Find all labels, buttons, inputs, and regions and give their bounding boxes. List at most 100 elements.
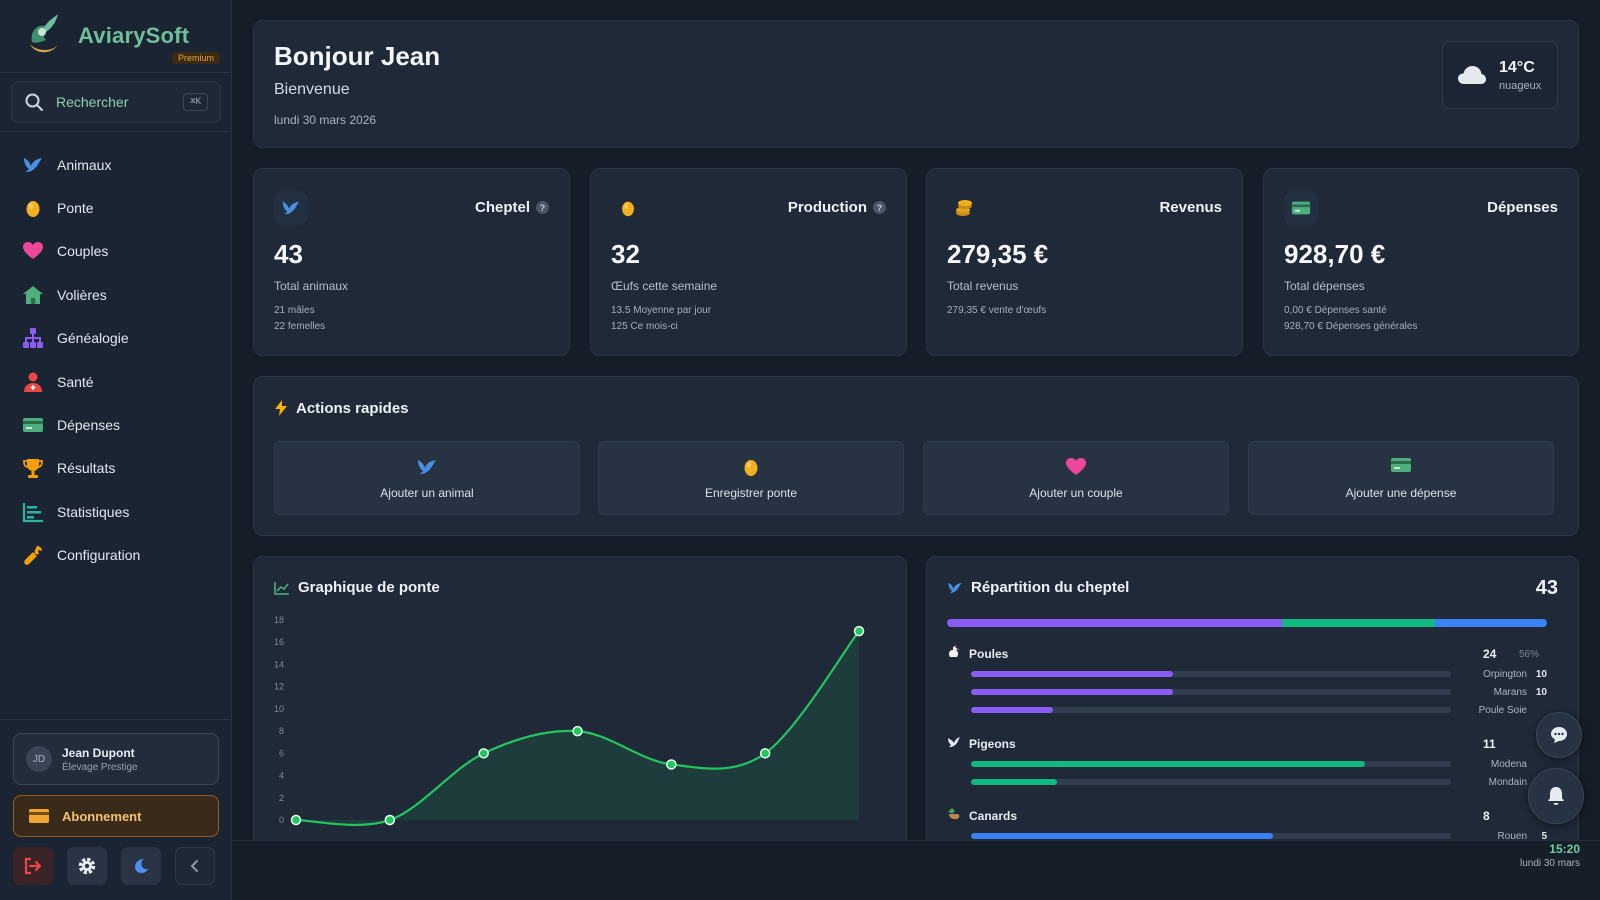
distribution-group[interactable]: Poules 24 56% [947, 644, 1547, 663]
sidebar-item-label: Ponte [57, 200, 94, 217]
subscription-button[interactable]: Abonnement [13, 795, 219, 837]
sidebar-item-label: Statistiques [57, 503, 130, 520]
card-icon [1390, 456, 1412, 479]
y-tick-label: 16 [274, 637, 284, 647]
stat-card-depenses[interactable]: Dépenses 928,70 € Total dépenses 0,00 € … [1263, 168, 1579, 356]
sidebar-item-depenses[interactable]: Dépenses [0, 403, 232, 446]
bird-logo-icon [30, 14, 58, 53]
health-icon [22, 371, 44, 393]
chevron-left-icon [190, 860, 198, 872]
distribution-panel: Répartition du cheptel 43 Poules 24 56% Orp… [926, 556, 1579, 876]
breed-count: 10 [1535, 686, 1547, 698]
welcome-panel: Bonjour Jean Bienvenue lundi 30 mars 202… [253, 20, 1579, 148]
notifications-button[interactable] [1528, 768, 1584, 824]
chart-point[interactable] [478, 748, 489, 759]
chart-point[interactable] [853, 625, 865, 637]
welcome-text: Bienvenue [274, 81, 350, 98]
breed-bar-fill [971, 833, 1274, 839]
breed-name: Marans [1493, 686, 1527, 698]
duck-icon [947, 807, 961, 826]
stat-label: Œufs cette semaine [611, 279, 718, 293]
sidebar-item-genealogie[interactable]: Généalogie [0, 317, 232, 360]
record-laying-button[interactable]: Enregistrer ponte [598, 441, 904, 515]
search-input[interactable]: Rechercher ⌘K [11, 81, 221, 123]
breed-name: Mondain [1488, 776, 1527, 788]
chart-point[interactable] [666, 759, 677, 770]
stat-card-revenus[interactable]: Revenus 279,35 € Total revenus 279,35 € … [926, 168, 1243, 356]
sidebar-item-configuration[interactable]: Configuration [0, 534, 232, 577]
logout-button[interactable] [13, 847, 53, 885]
stat-label: Total animaux [274, 279, 349, 293]
card-icon [29, 809, 49, 823]
user-card[interactable]: JD Jean Dupont Élevage Prestige [13, 733, 219, 785]
search-label: Rechercher [56, 94, 129, 110]
stat-title: Revenus [1159, 199, 1222, 216]
help-icon[interactable]: ? [536, 201, 549, 214]
sidebar-item-animaux[interactable]: Animaux [0, 143, 232, 186]
theme-toggle-button[interactable] [121, 847, 161, 885]
card-icon [22, 414, 44, 436]
stat-card-production[interactable]: Production? 32 Œufs cette semaine 13.5 M… [590, 168, 907, 356]
sidebar-item-label: Généalogie [57, 330, 129, 347]
tree-icon [22, 327, 44, 349]
collapse-sidebar-button[interactable] [175, 847, 215, 885]
sidebar-item-label: Dépenses [57, 417, 121, 434]
y-tick-label: 0 [279, 815, 284, 825]
egg-icon [740, 456, 762, 483]
stat-detail: 22 femelles [274, 321, 326, 332]
chart-point[interactable] [290, 814, 302, 826]
breed-name: Modena [1490, 758, 1527, 770]
breed-bar-track [971, 671, 1451, 677]
stat-value: 32 [611, 239, 640, 269]
distribution-title: Répartition du cheptel [971, 579, 1130, 596]
breed-row: Rouen 5 [971, 829, 1547, 843]
y-tick-label: 10 [274, 704, 284, 714]
laying-chart-panel: Graphique de ponte 0 2 4 6 8 10 12 14 16 18 [253, 556, 907, 876]
breed-bar-track [971, 707, 1451, 713]
group-percent: 56% [1519, 648, 1540, 660]
sidebar-item-couples[interactable]: Couples [0, 230, 232, 273]
breed-bar-fill [971, 689, 1173, 695]
help-icon[interactable]: ? [873, 201, 886, 214]
wrench-icon [22, 544, 44, 566]
lightning-icon [275, 400, 287, 416]
add-expense-button[interactable]: Ajouter une dépense [1248, 441, 1554, 515]
breed-count: 5 [1541, 830, 1547, 842]
chart-title: Graphique de ponte [298, 579, 440, 596]
sidebar-item-resultats[interactable]: Résultats [0, 447, 232, 490]
distribution-group[interactable]: Pigeons 11 [947, 735, 1547, 753]
chart-point[interactable] [384, 814, 396, 826]
trophy-icon [22, 457, 44, 479]
breed-count: 10 [1535, 668, 1547, 680]
sidebar-item-label: Animaux [57, 156, 112, 173]
page-title: Bonjour Jean [274, 41, 441, 71]
chat-button[interactable] [1536, 712, 1582, 758]
breed-name: Orpington [1483, 668, 1527, 680]
user-name: Jean Dupont [62, 745, 135, 760]
sidebar-item-sante[interactable]: Santé [0, 360, 232, 403]
breed-bar-track [971, 761, 1451, 767]
distribution-group[interactable]: Canards 8 [947, 807, 1547, 825]
chart-point[interactable] [572, 725, 583, 737]
breed-bar-track [971, 779, 1451, 785]
app-logo[interactable]: AviarySoft [24, 12, 189, 60]
y-tick-label: 14 [274, 659, 284, 669]
chart-point[interactable] [759, 748, 771, 759]
app-name: AviarySoft [78, 23, 190, 48]
search-icon [25, 93, 43, 111]
action-label: Ajouter une dépense [1345, 486, 1457, 500]
sidebar-item-ponte[interactable]: Ponte [0, 186, 232, 229]
chart-area [296, 631, 859, 825]
stat-card-cheptel[interactable]: Cheptel? 43 Total animaux 21 mâles 22 fe… [253, 168, 570, 356]
settings-button[interactable] [67, 847, 107, 885]
breed-name: Poule Soie [1478, 704, 1527, 716]
add-couple-button[interactable]: Ajouter un couple [923, 441, 1229, 515]
clock-widget: 15:20 lundi 30 mars [1520, 842, 1580, 869]
weather-widget: 14°C nuageux [1442, 41, 1558, 109]
sidebar-item-volieres[interactable]: Volières [0, 273, 232, 316]
stat-detail: 0,00 € Dépenses santé [1284, 305, 1387, 316]
sidebar-item-label: Configuration [57, 547, 141, 564]
egg-icon [611, 191, 645, 225]
sidebar-item-statistiques[interactable]: Statistiques [0, 490, 232, 533]
add-animal-button[interactable]: Ajouter un animal [274, 441, 580, 515]
